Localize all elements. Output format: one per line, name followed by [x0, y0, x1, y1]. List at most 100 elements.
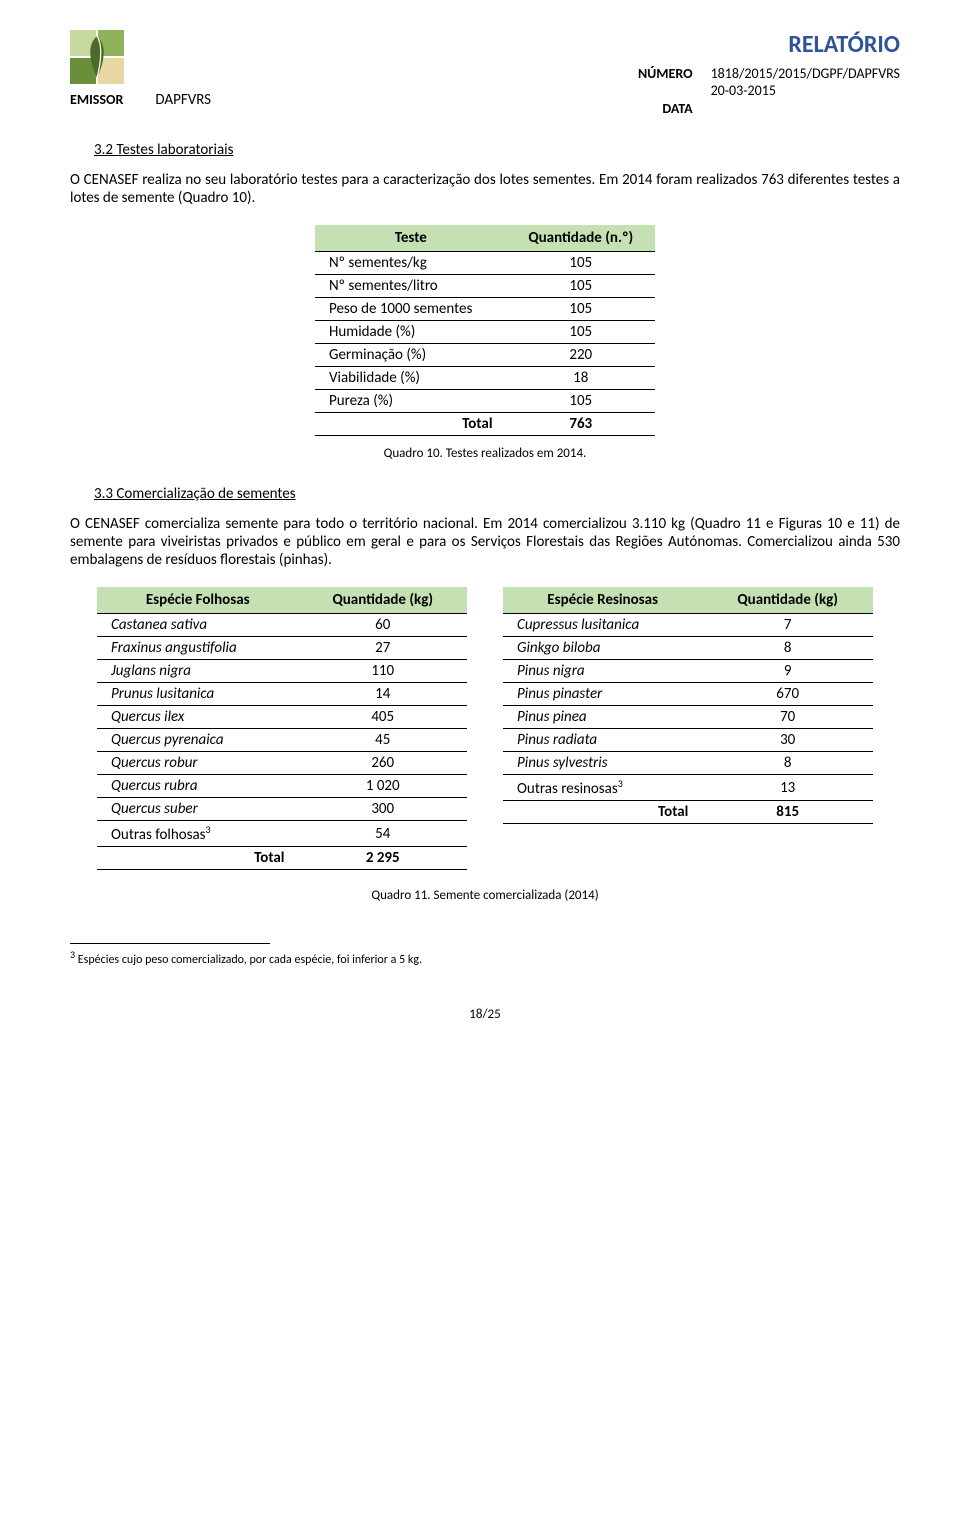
species-value: 8: [702, 752, 873, 775]
cell-value: 18: [507, 367, 655, 390]
outras-label: Outras resinosas3: [503, 775, 702, 801]
numero-label: NÚMERO: [638, 65, 693, 82]
table-row: Nº sementes/kg105: [315, 252, 655, 275]
species-value: 14: [298, 683, 467, 706]
table-row: Quercus robur260: [97, 752, 467, 775]
cell-value: 105: [507, 275, 655, 298]
doc-title: RELATÓRIO: [638, 30, 900, 59]
species-label: Prunus lusitanica: [97, 683, 298, 706]
table-total-row: Total2 295: [97, 847, 467, 870]
emissor-row: EMISSOR DAPFVRS: [70, 91, 211, 109]
emissor-value: DAPFVRS: [155, 91, 211, 109]
header-left: EMISSOR DAPFVRS: [70, 30, 211, 109]
cell-value: 105: [507, 390, 655, 413]
table-row: Pinus radiata30: [503, 729, 873, 752]
cell-value: 105: [507, 252, 655, 275]
table-row: Castanea sativa60: [97, 614, 467, 637]
species-label: Pinus radiata: [503, 729, 702, 752]
table-row: Pinus nigra9: [503, 660, 873, 683]
page-number: 18/25: [70, 1007, 900, 1022]
table-row: Quercus ilex405: [97, 706, 467, 729]
total-value: 2 295: [298, 847, 467, 870]
table-row-outras: Outras folhosas354: [97, 821, 467, 847]
table-row: Fraxinus angustifolia27: [97, 637, 467, 660]
cell-label: Nº sementes/litro: [315, 275, 507, 298]
table-row: Quercus suber300: [97, 798, 467, 821]
cell-label: Peso de 1000 sementes: [315, 298, 507, 321]
table-total-row: Total815: [503, 801, 873, 824]
species-label: Pinus pinaster: [503, 683, 702, 706]
section-3-2-para: O CENASEF realiza no seu laboratório tes…: [70, 171, 900, 207]
footnote-text: Espécies cujo peso comercializado, por c…: [75, 953, 422, 967]
outras-value: 54: [298, 821, 467, 847]
q11l-col2: Quantidade (kg): [298, 587, 467, 614]
species-value: 110: [298, 660, 467, 683]
species-value: 260: [298, 752, 467, 775]
footnote-3: 3 Espécies cujo peso comercializado, por…: [70, 948, 900, 967]
cell-label: Pureza (%): [315, 390, 507, 413]
table-row: Peso de 1000 sementes105: [315, 298, 655, 321]
species-label: Fraxinus angustifolia: [97, 637, 298, 660]
total-label: Total: [315, 413, 507, 436]
q10-col2: Quantidade (n.º): [507, 225, 655, 252]
meta-block: NÚMERO DATA 1818/2015/2015/DGPF/DAPFVRS …: [638, 65, 900, 117]
species-label: Quercus rubra: [97, 775, 298, 798]
total-label: Total: [503, 801, 702, 824]
species-value: 8: [702, 637, 873, 660]
species-label: Ginkgo biloba: [503, 637, 702, 660]
table-total-row: Total763: [315, 413, 655, 436]
table-row: Prunus lusitanica14: [97, 683, 467, 706]
header: EMISSOR DAPFVRS RELATÓRIO NÚMERO DATA 18…: [70, 30, 900, 117]
species-label: Quercus robur: [97, 752, 298, 775]
data-label: DATA: [638, 100, 693, 117]
table-row: Pinus sylvestris8: [503, 752, 873, 775]
q10-caption: Quadro 10. Testes realizados em 2014.: [70, 446, 900, 461]
cell-label: Nº sementes/kg: [315, 252, 507, 275]
table-row-outras: Outras resinosas313: [503, 775, 873, 801]
table-row: Humidade (%)105: [315, 321, 655, 344]
species-label: Quercus suber: [97, 798, 298, 821]
cell-label: Humidade (%): [315, 321, 507, 344]
total-value: 763: [507, 413, 655, 436]
species-value: 7: [702, 614, 873, 637]
species-label: Pinus nigra: [503, 660, 702, 683]
table-row: Pureza (%)105: [315, 390, 655, 413]
table-row: Viabilidade (%)18: [315, 367, 655, 390]
species-value: 27: [298, 637, 467, 660]
data-value: 20-03-2015: [711, 82, 900, 99]
cell-value: 105: [507, 298, 655, 321]
cell-label: Germinação (%): [315, 344, 507, 367]
species-label: Cupressus lusitanica: [503, 614, 702, 637]
header-right: RELATÓRIO NÚMERO DATA 1818/2015/2015/DGP…: [638, 30, 900, 117]
section-3-3-heading: 3.3 Comercialização de sementes: [94, 485, 900, 503]
table-row: Quercus rubra1 020: [97, 775, 467, 798]
cell-value: 105: [507, 321, 655, 344]
species-value: 405: [298, 706, 467, 729]
table-row: Pinus pinaster670: [503, 683, 873, 706]
quadro-11-folhosas-table: Espécie Folhosas Quantidade (kg) Castane…: [97, 587, 467, 870]
table-row: Germinação (%)220: [315, 344, 655, 367]
species-label: Castanea sativa: [97, 614, 298, 637]
footnote-rule: [70, 943, 270, 944]
species-label: Pinus sylvestris: [503, 752, 702, 775]
outras-value: 13: [702, 775, 873, 801]
q11r-col2: Quantidade (kg): [702, 587, 873, 614]
q11r-col1: Espécie Resinosas: [503, 587, 702, 614]
quadro-11-resinosas-table: Espécie Resinosas Quantidade (kg) Cupres…: [503, 587, 873, 824]
species-value: 1 020: [298, 775, 467, 798]
cell-value: 220: [507, 344, 655, 367]
species-value: 9: [702, 660, 873, 683]
numero-value: 1818/2015/2015/DGPF/DAPFVRS: [711, 65, 900, 82]
table-row: Pinus pinea70: [503, 706, 873, 729]
table-row: Nº sementes/litro105: [315, 275, 655, 298]
table-row: Ginkgo biloba8: [503, 637, 873, 660]
species-value: 670: [702, 683, 873, 706]
quadro-10-table: Teste Quantidade (n.º) Nº sementes/kg105…: [315, 225, 655, 436]
section-3-2-heading: 3.2 Testes laboratoriais: [94, 141, 900, 159]
section-3-3-para: O CENASEF comercializa semente para todo…: [70, 515, 900, 569]
species-label: Quercus pyrenaica: [97, 729, 298, 752]
leaf-logo-icon: [70, 30, 124, 84]
species-value: 300: [298, 798, 467, 821]
species-value: 30: [702, 729, 873, 752]
emissor-label: EMISSOR: [70, 91, 123, 108]
